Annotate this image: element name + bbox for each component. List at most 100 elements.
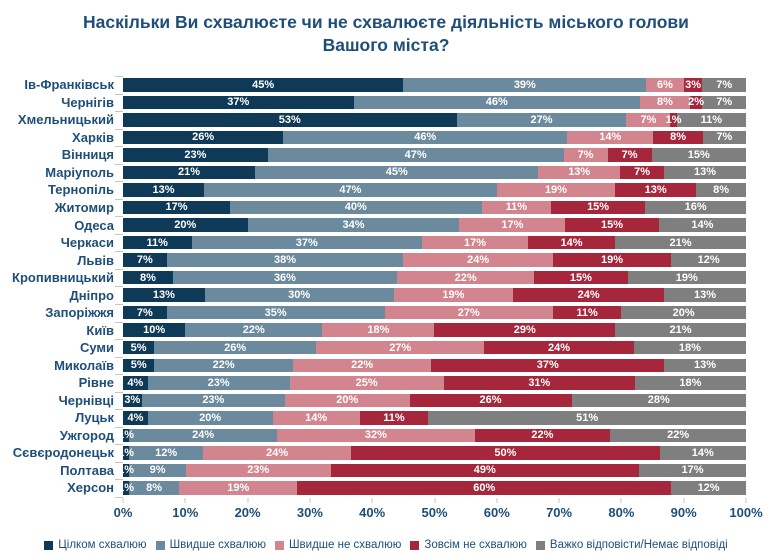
stacked-bar: 1% 12% 24% 50% 14% (118, 446, 746, 460)
segment-value-label: 37% (295, 236, 318, 249)
bar-segment: 34% (247, 218, 460, 232)
legend-item: Швидше не схвалюю (275, 539, 401, 551)
bar-segment: 17% (638, 463, 746, 478)
segment-value-label: 47% (339, 183, 362, 196)
bar-segment: 21% (615, 323, 746, 337)
bar-segment: 17% (422, 235, 528, 250)
segment-value-label: 8% (713, 183, 729, 196)
x-axis: 0% 10% 20% 30% 40% 50% 60% 70% 80% 90% 100% (114, 497, 763, 529)
stacked-bar: 8% 36% 22% 15% 19% (123, 270, 746, 285)
bar-segment: 39% (403, 78, 647, 92)
segment-value-label: 7% (634, 166, 651, 179)
bar-segment: 8% (129, 481, 180, 495)
category-label: Сєвєродонецьк (12, 445, 114, 461)
bar-segment: 45% (255, 165, 539, 180)
segment-value-label: 60% (473, 481, 496, 494)
segment-value-label: 11% (146, 236, 168, 249)
segment-value-label: 9% (149, 464, 166, 477)
segment-value-label: 7% (716, 78, 733, 91)
segment-value-label: 30% (288, 289, 311, 302)
segment-value-label: 20% (174, 219, 197, 232)
x-tick-mark (496, 498, 498, 503)
bar-segment: 25% (289, 376, 444, 390)
category-label: Миколаїв (54, 357, 114, 373)
segment-value-label: 16% (684, 201, 707, 214)
bar-segment: 13% (664, 358, 746, 373)
bar-segment: 1% (666, 113, 682, 127)
bar-row: Луцьк 4% 20% 14% 11% 51% (8, 409, 772, 427)
bar-segment: 18% (322, 323, 435, 337)
stacked-bar-chart: Ів-Франківськ 45% 39% 6% 3% 7% Чернігів 37% 46% 8… (0, 76, 772, 536)
segment-value-label: 1% (118, 429, 135, 442)
bar-segment: 3% (123, 393, 142, 408)
category-label: Суми (79, 340, 114, 356)
bar-segment: 7% (702, 130, 746, 145)
bar-segment: 22% (397, 270, 535, 285)
category-label: Вінниця (61, 147, 114, 163)
bar-segment: 7% (607, 148, 652, 162)
segment-value-label: 19% (227, 481, 250, 494)
bar-segment: 27% (316, 340, 485, 355)
segment-value-label: 21% (669, 324, 692, 337)
segment-value-label: 32% (364, 429, 387, 442)
x-tick-label: 10% (172, 505, 199, 520)
bar-segment: 45% (123, 78, 404, 92)
stacked-bar: 13% 47% 19% 13% 8% (123, 183, 746, 197)
y-axis-tick (115, 163, 123, 165)
segment-value-label: 51% (576, 411, 599, 424)
bar-segment: 14% (527, 235, 616, 250)
bar-row: Черкаси 11% 37% 17% 14% 21% (8, 234, 772, 252)
bar-segment: 14% (659, 446, 746, 460)
bar-segment: 24% (129, 428, 278, 443)
y-axis-tick (115, 251, 123, 253)
bar-segment: 17% (459, 218, 566, 232)
x-tick-label: 50% (421, 505, 448, 520)
segment-value-label: 46% (414, 131, 437, 144)
bar-segment: 7% (620, 165, 665, 180)
category-label: Харків (72, 129, 114, 145)
legend-label: Важко відповісти/Немає відповіді (549, 539, 728, 551)
segment-value-label: 17% (165, 201, 188, 214)
segment-value-label: 20% (199, 411, 222, 424)
category-label: Запоріжжя (45, 305, 114, 321)
bar-segment: 22% (185, 323, 323, 337)
bar-segment: 2% (688, 95, 704, 110)
segment-value-label: 8% (657, 96, 673, 109)
bar-row: Запоріжжя 7% 35% 27% 11% 20% (8, 304, 772, 322)
bar-segment: 37% (431, 358, 665, 373)
x-tick-label: 80% (608, 505, 635, 520)
stacked-bar: 45% 39% 6% 3% 7% (123, 78, 746, 92)
bar-row: Ів-Франківськ 45% 39% 6% 3% 7% (8, 76, 772, 94)
bar-segment: 15% (565, 218, 659, 232)
category-label: Луцьк (75, 410, 114, 426)
segment-value-label: 22% (531, 429, 554, 442)
bar-segment: 11% (481, 200, 551, 215)
bar-segment: 22% (610, 428, 746, 443)
category-label: Львів (77, 252, 114, 268)
stacked-bar: 53% 27% 7% 1% 11% (123, 113, 746, 127)
category-label: Маріуполь (45, 164, 114, 180)
segment-value-label: 11% (505, 201, 527, 214)
bar-segment: 1% (118, 481, 134, 495)
segment-value-label: 8% (146, 481, 163, 494)
bar-row: Миколаїв 5% 22% 22% 37% 13% (8, 357, 772, 375)
bar-row: Житомир 17% 40% 11% 15% 16% (8, 199, 772, 217)
segment-value-label: 14% (560, 236, 583, 249)
bar-segment: 1% (118, 428, 134, 443)
category-label: Херсон (67, 480, 114, 496)
x-tick-label: 60% (483, 505, 510, 520)
bar-segment: 24% (203, 446, 352, 460)
bar-segment: 28% (571, 393, 746, 408)
segment-value-label: 8% (670, 131, 687, 144)
segment-value-label: 20% (336, 394, 359, 407)
segment-value-label: 7% (716, 131, 733, 144)
segment-value-label: 22% (242, 324, 265, 337)
bar-row: Маріуполь 21% 45% 13% 7% 13% (8, 164, 772, 182)
stacked-bar: 13% 30% 19% 24% 13% (123, 288, 746, 302)
bar-segment: 20% (123, 218, 248, 232)
bar-row: Одеса 20% 34% 17% 15% 14% (8, 216, 772, 234)
bar-segment: 49% (330, 463, 639, 478)
y-axis-tick (115, 286, 123, 288)
segment-value-label: 7% (621, 148, 638, 161)
bar-segment: 51% (428, 411, 746, 425)
